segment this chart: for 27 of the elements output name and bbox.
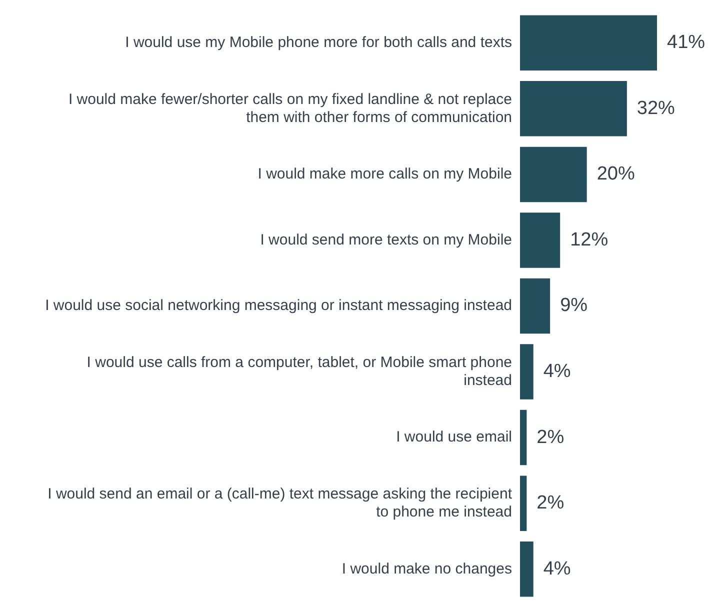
data-label: 2% — [536, 492, 564, 514]
data-label: 2% — [536, 426, 564, 448]
data-label: 4% — [543, 361, 571, 382]
y-tick-label: I would send an email or a (call-me) text message asking the recipient to phone me instead — [48, 485, 513, 520]
bar — [520, 146, 587, 202]
y-tick-label: I would make fewer/shorter calls on my fixed landline & not replace them with other forms of communication — [68, 90, 512, 126]
y-tick-label: I would use calls from a computer, tablet, or Mobile smart phone instead — [86, 354, 512, 389]
bar — [520, 278, 550, 334]
y-tick-label: I would use email — [396, 428, 512, 446]
bar — [520, 81, 627, 136]
bar — [520, 344, 534, 400]
bar — [520, 476, 527, 531]
y-tick-label: I would make more calls on my Mobile — [258, 166, 512, 183]
y-tick-label: I would use my Mobile phone more for both calls and texts — [125, 34, 512, 52]
data-label: 4% — [543, 558, 571, 580]
bar — [520, 541, 534, 597]
y-tick-label: I would use social networking messaging or instant messaging instead — [45, 297, 512, 314]
bar — [520, 15, 657, 71]
bar — [520, 410, 527, 466]
y-tick-label: I would send more texts on my Mobile — [260, 231, 512, 248]
y-tick-label: I would make no changes — [342, 560, 512, 578]
data-label: 20% — [596, 164, 635, 185]
bar — [520, 212, 560, 268]
data-label: 41% — [667, 32, 706, 54]
data-label: 12% — [570, 229, 608, 250]
data-label: 32% — [636, 98, 676, 119]
data-label: 9% — [560, 295, 588, 316]
